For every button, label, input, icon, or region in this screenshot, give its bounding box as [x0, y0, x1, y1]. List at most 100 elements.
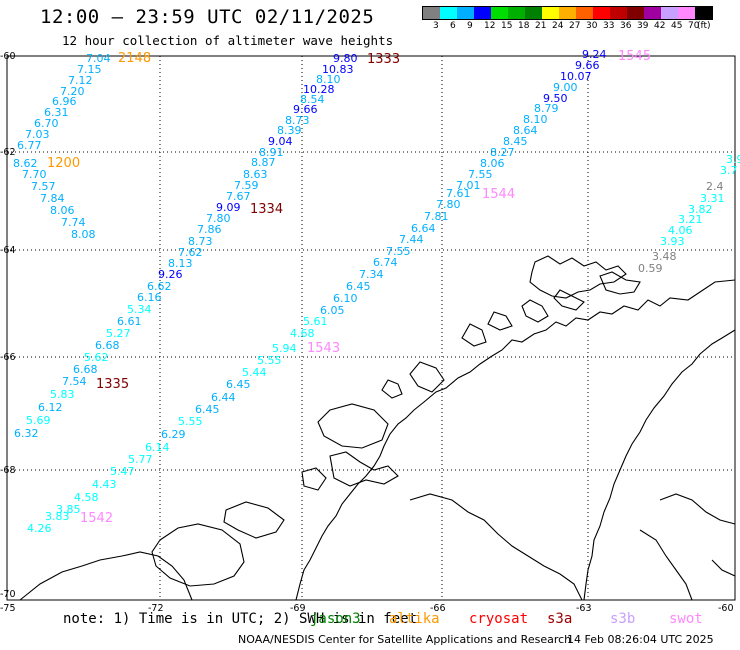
wave-reading: 9.50	[543, 92, 568, 105]
lon-label: -66	[430, 603, 446, 614]
wave-reading: 8.54	[300, 93, 325, 106]
wave-reading: 9.66	[293, 103, 318, 116]
legend-label: 24	[552, 21, 564, 31]
wave-reading: 5.94	[272, 342, 297, 355]
wave-reading: 7.74	[61, 216, 86, 229]
track-label: 1542	[80, 511, 113, 526]
legend-swatch	[542, 7, 559, 19]
wave-reading: 8.08	[71, 228, 96, 241]
lon-label: -69	[290, 603, 306, 614]
wave-reading: 8.27	[490, 146, 515, 159]
lat-label: -62	[0, 147, 16, 158]
wave-reading: 3.31	[700, 192, 725, 205]
legend-swatch	[627, 7, 644, 19]
satellite-label-cryosat: cryosat	[469, 611, 529, 627]
legend-swatch	[457, 7, 474, 19]
lon-label: -63	[576, 603, 592, 614]
wave-reading: 7.57	[31, 180, 56, 193]
wave-reading: 7.70	[22, 168, 47, 181]
legend-label: 39	[637, 21, 649, 31]
wave-reading: 7.34	[359, 268, 384, 281]
wave-reading: 8.10	[523, 113, 548, 126]
wave-reading: 5.83	[50, 388, 75, 401]
legend-label: 21	[535, 21, 547, 31]
satellite-label-s3b: s3b	[610, 611, 636, 627]
wave-reading: 4.06	[668, 224, 693, 237]
legend-label: 27	[569, 21, 581, 31]
wave-reading: 9.66	[575, 59, 600, 72]
wave-reading: 6.29	[161, 428, 186, 441]
legend-label: 3	[433, 21, 439, 31]
wave-reading: 4.43	[92, 478, 117, 491]
legend-label: 30	[586, 21, 598, 31]
wave-reading: 9.00	[553, 81, 578, 94]
wave-reading: 8.73	[285, 114, 310, 127]
legend-swatch	[440, 7, 457, 19]
legend-label: 15	[501, 21, 513, 31]
legend-swatch	[559, 7, 576, 19]
wave-reading: 7.12	[68, 74, 93, 87]
lat-label: -68	[0, 465, 16, 476]
wave-reading: 5.55	[257, 354, 282, 367]
lon-label: -75	[0, 603, 16, 614]
wave-reading: 6.14	[145, 441, 170, 454]
wave-reading: 8.87	[251, 156, 276, 169]
wave-reading: 3.9	[726, 153, 740, 166]
wave-reading: 6.31	[44, 106, 69, 119]
wave-reading: 7.04	[86, 52, 111, 65]
wave-reading: 6.32	[14, 427, 39, 440]
credit-line: NOAA/NESDIS Center for Satellite Applica…	[238, 633, 572, 646]
coastline	[19, 255, 736, 601]
wave-reading: 8.79	[534, 102, 559, 115]
legend-labels: 3 6 9 12 15 18 21 24 27 30 33 36 39 42 45 70 (ft)	[422, 20, 713, 32]
wave-reading: 5.61	[303, 315, 328, 328]
wave-reading: 7.62	[178, 246, 203, 259]
wave-reading: 9.04	[268, 135, 293, 148]
lon-label: -72	[148, 603, 164, 614]
wave-reading: 3.48	[652, 250, 677, 263]
legend-label: 33	[603, 21, 615, 31]
wave-reading: 7.03	[25, 128, 50, 141]
wave-reading: 3.85	[56, 503, 81, 516]
legend-swatch	[508, 7, 525, 19]
wave-reading: 5.62	[84, 351, 109, 364]
legend-label: 45	[671, 21, 683, 31]
legend-label: 42	[654, 21, 666, 31]
legend-label: 18	[518, 21, 530, 31]
legend-swatch	[423, 7, 440, 19]
wave-reading: 3.82	[688, 203, 713, 216]
wave-reading: 3.93	[660, 235, 685, 248]
lat-label: -70	[0, 589, 16, 600]
track-labels: 2148 1333 1545 1200 1334 1544 1543 1335 …	[47, 49, 651, 526]
legend-label: 9	[467, 21, 473, 31]
wave-reading: 7.55	[386, 245, 411, 258]
wave-reading: 7.80	[206, 212, 231, 225]
satellite-label-altika: altika	[389, 611, 440, 627]
generated-timestamp: 14 Feb 08:26:04 UTC 2025	[567, 633, 714, 646]
track-label: 1334	[250, 202, 283, 217]
track-label: 1333	[367, 52, 400, 67]
wave-reading: 2.4	[706, 180, 724, 193]
lat-label: -64	[0, 245, 16, 256]
wave-reading: 7.54	[62, 375, 87, 388]
wave-reading: 6.74	[373, 256, 398, 269]
wave-reading: 6.45	[346, 280, 371, 293]
legend-label: 6	[450, 21, 456, 31]
track-label: 1335	[96, 377, 129, 392]
wave-reading: 8.39	[277, 124, 302, 137]
wave-reading: 6.96	[52, 95, 77, 108]
wave-reading: 6.05	[320, 304, 345, 317]
wave-reading: 3.21	[678, 213, 703, 226]
wave-reading: 6.68	[73, 363, 98, 376]
wave-reading: 7.86	[197, 223, 222, 236]
lat-label: -60	[0, 51, 16, 62]
satellite-label-s3a: s3a	[547, 611, 573, 627]
wave-reading: 6.45	[226, 378, 251, 391]
track-label: 1543	[307, 341, 340, 356]
wave-reading: 10.83	[322, 63, 354, 76]
page-subtitle: 12 hour collection of altimeter wave hei…	[62, 33, 394, 48]
wave-reading: 8.06	[50, 204, 75, 217]
wave-reading: 4.26	[27, 522, 52, 535]
track-label: 1545	[618, 49, 651, 64]
